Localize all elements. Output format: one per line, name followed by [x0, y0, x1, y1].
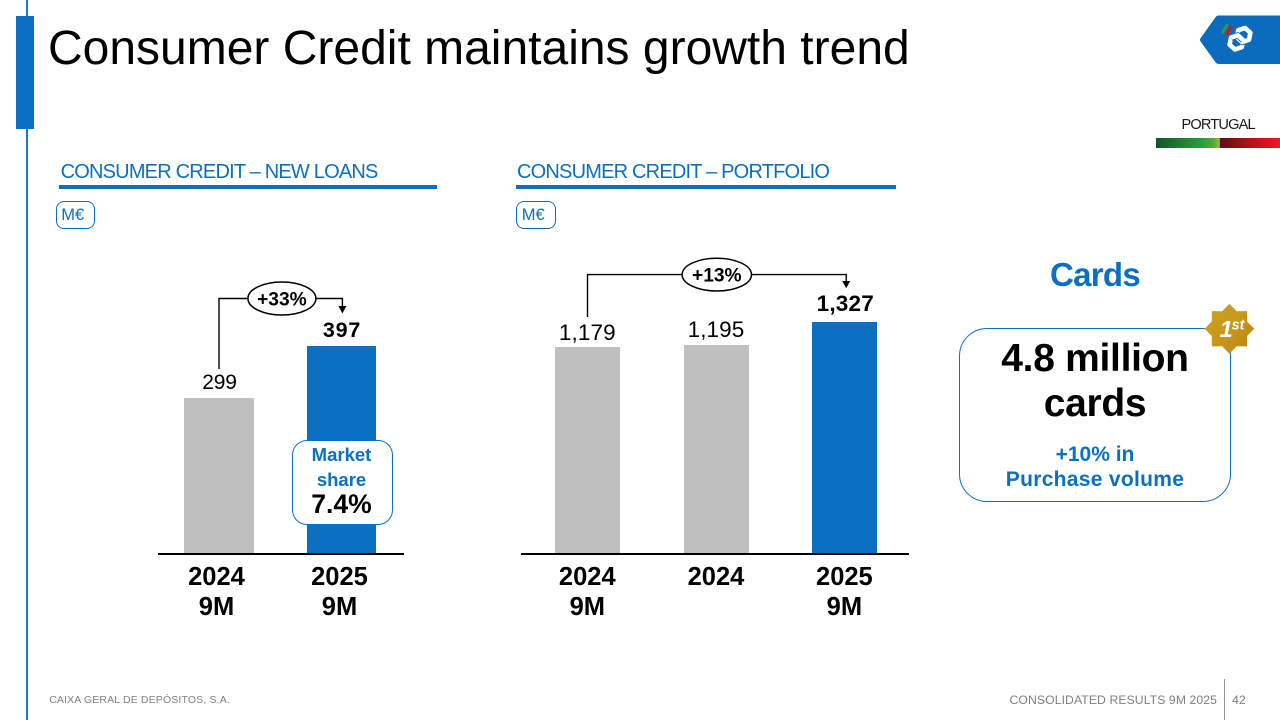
svg-text:+33%: +33%	[257, 290, 307, 311]
svg-text:+13%: +13%	[692, 266, 742, 287]
svg-text:1: 1	[1220, 316, 1233, 342]
svg-text:st: st	[1232, 318, 1246, 334]
